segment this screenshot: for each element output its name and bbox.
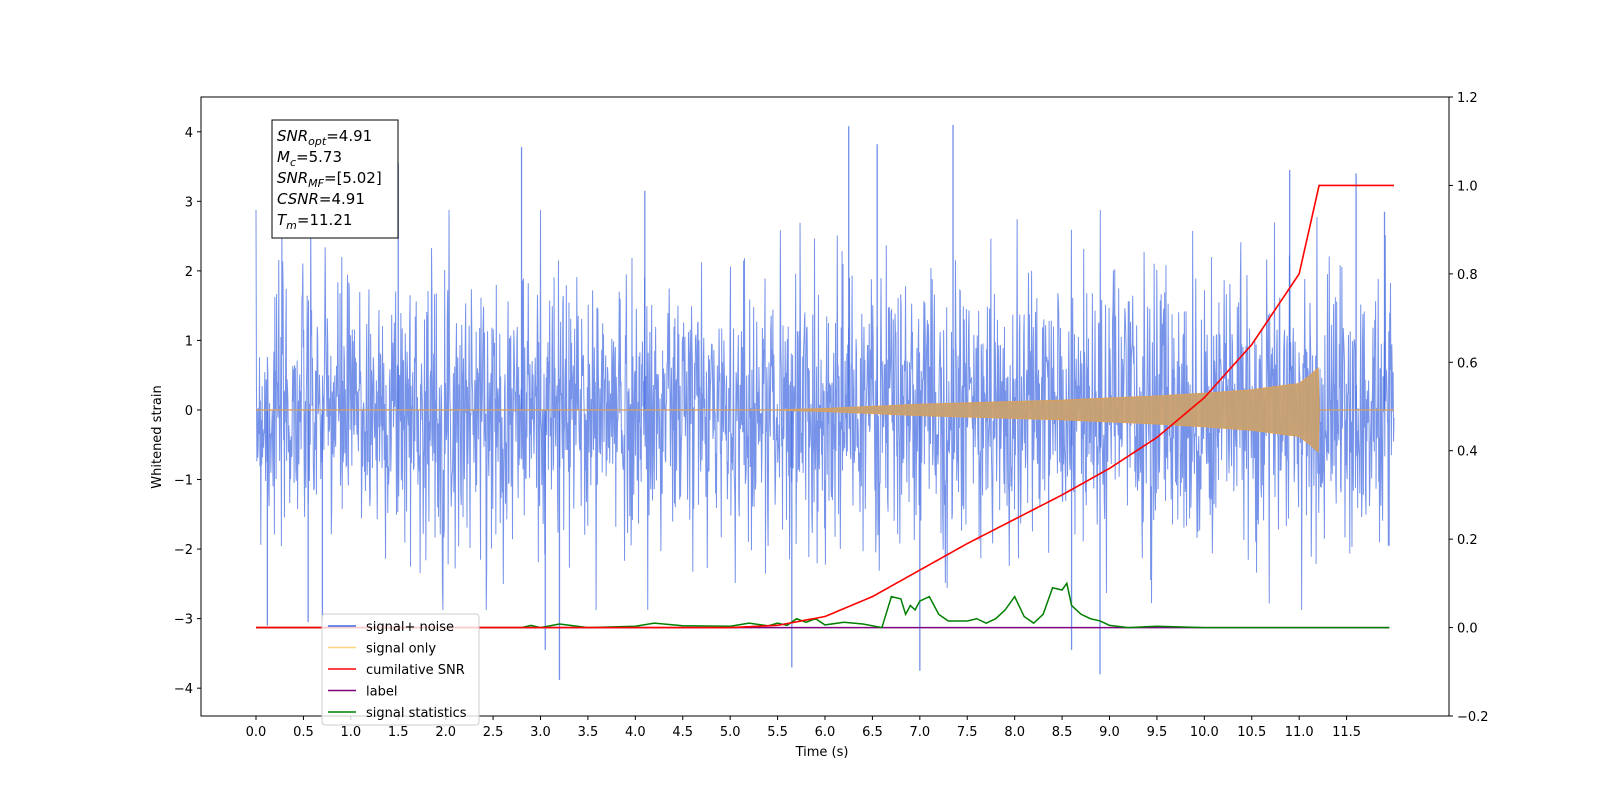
y2-tick-label: 1.2 (1457, 91, 1478, 106)
legend-label: cumilative SNR (366, 663, 465, 678)
y2-tick-label: 1.0 (1457, 179, 1478, 194)
x-tick-label: 6.5 (862, 725, 883, 740)
y-tick-label: −1 (174, 474, 193, 489)
legend-label: signal statistics (366, 706, 467, 721)
y2-tick-label: 0.4 (1457, 445, 1478, 460)
info-line: Mc=5.73 (277, 148, 342, 169)
y-axis-label: Whitened strain (150, 385, 165, 488)
y2-tick-label: 0.0 (1457, 622, 1478, 637)
x-tick-label: 4.5 (672, 725, 693, 740)
x-tick-label: 1.0 (340, 725, 361, 740)
x-axis-label: Time (s) (795, 745, 849, 760)
y-tick-label: 0 (185, 404, 193, 419)
info-box-frame (271, 119, 399, 239)
cumulative-snr-line (256, 184, 1394, 629)
x-tick-label: 0.5 (293, 725, 314, 740)
x-tick-label: 4.0 (625, 725, 646, 740)
legend-frame (321, 613, 480, 726)
x-tick-label: 5.0 (720, 725, 741, 740)
y-tick-label: 3 (185, 195, 193, 210)
signal-only-line (256, 366, 1394, 454)
y-tick-label: 2 (185, 265, 193, 280)
y-tick-label: 4 (185, 126, 193, 141)
x-tick-label: 3.0 (530, 725, 551, 740)
x-tick-label: 5.5 (767, 725, 788, 740)
info-line: SNRopt=4.91 (277, 127, 372, 148)
axes: 0.0 0.5 1.0 1.5 2.0 2.5 3.0 3.5 4.0 4.5 5.0 5.5 6.0 6… (174, 91, 1489, 740)
x-tick-label: 11.5 (1332, 725, 1361, 740)
x-tick-label: 3.5 (578, 725, 599, 740)
y-tick-label: −3 (174, 613, 193, 628)
y-tick-label: −4 (174, 682, 193, 697)
x-tick-label: 2.0 (435, 725, 456, 740)
x-tick-label: 2.5 (483, 725, 504, 740)
x-tick-label: 0.0 (246, 725, 267, 740)
x-tick-label: 7.0 (909, 725, 930, 740)
info-line: SNRMF=[5.02] (277, 169, 382, 190)
info-line: Tm=11.21 (277, 211, 352, 232)
signal-noise-line (255, 210, 1395, 610)
x-tick-label: 9.0 (1099, 725, 1120, 740)
y2-tick-label: 0.8 (1457, 268, 1478, 283)
x-tick-label: 7.5 (957, 725, 978, 740)
x-tick-label: 1.5 (388, 725, 409, 740)
x-tick-label: 9.5 (1147, 725, 1168, 740)
x-tick-label: 10.0 (1190, 725, 1219, 740)
x-tick-label: 8.0 (1004, 725, 1025, 740)
x-tick-label: 10.5 (1237, 725, 1266, 740)
x-tick-label: 11.0 (1285, 725, 1314, 740)
y-tick-label: −2 (174, 543, 193, 558)
x-tick-label: 6.0 (815, 725, 836, 740)
y2-tick-label: −0.2 (1457, 710, 1489, 725)
legend-label: signal only (366, 642, 436, 657)
x-tick-label: 8.5 (1052, 725, 1073, 740)
y-tick-label: 1 (185, 334, 193, 349)
legend-label: signal+ noise (366, 620, 454, 635)
legend: signal+ noise signal only cumilative SNR la… (321, 613, 480, 726)
y2-tick-label: 0.6 (1457, 356, 1478, 371)
y2-tick-label: 0.2 (1457, 533, 1478, 548)
signal-statistics-line (256, 581, 1390, 629)
legend-label: label (366, 685, 397, 700)
info-line: CSNR=4.91 (277, 190, 365, 208)
